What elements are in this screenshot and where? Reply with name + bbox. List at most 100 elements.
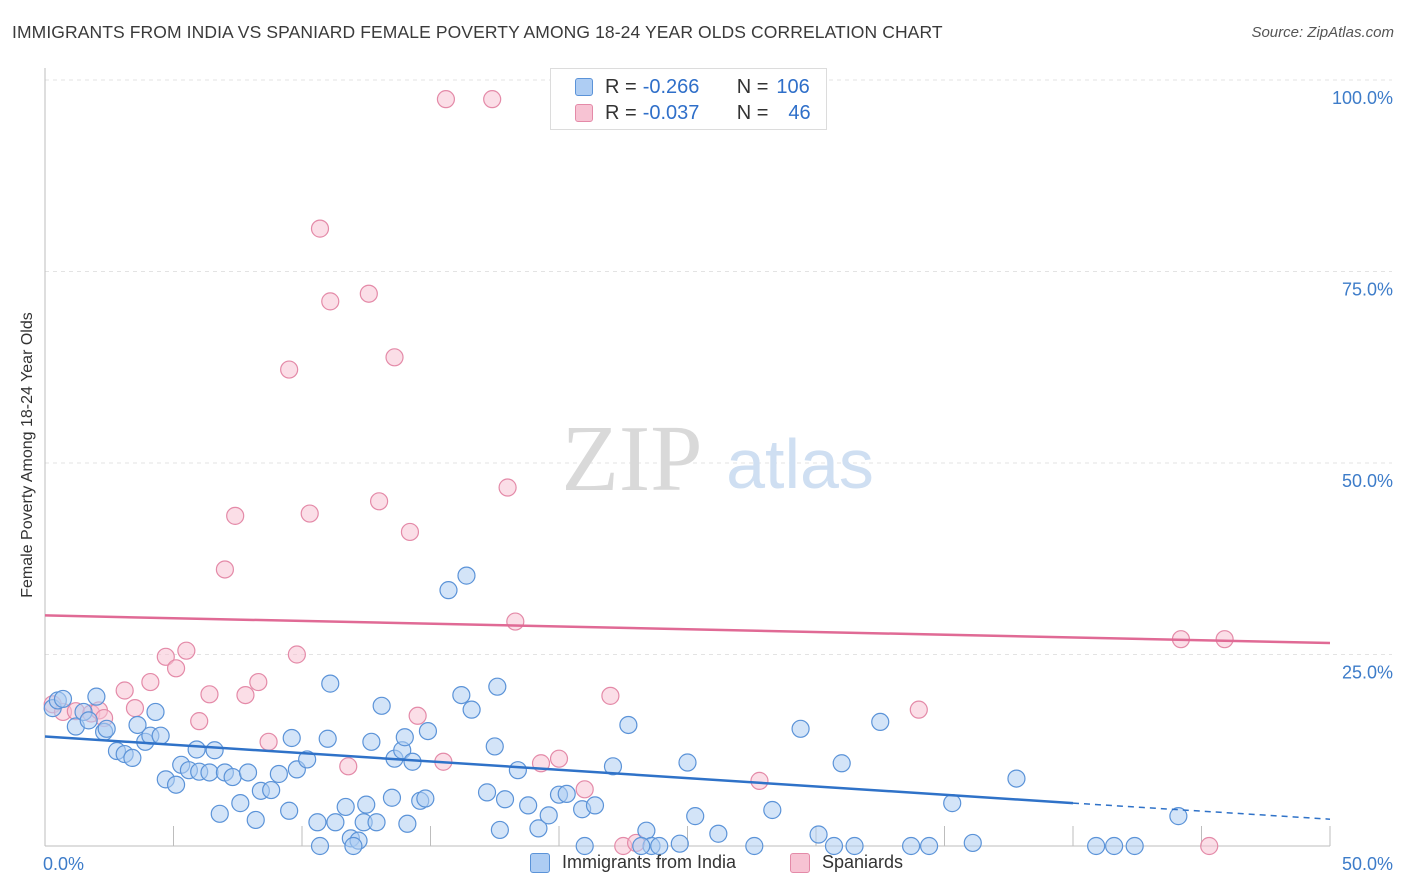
- india-point: [619, 715, 638, 735]
- india-point: [457, 566, 476, 585]
- spaniards-point: [408, 706, 427, 725]
- india-point: [1169, 807, 1188, 826]
- y-axis-label: Female Poverty Among 18-24 Year Olds: [19, 312, 36, 598]
- chart-title: IMMIGRANTS FROM INDIA VS SPANIARD FEMALE…: [12, 22, 943, 42]
- india-point: [519, 796, 538, 815]
- spaniards-point: [601, 686, 620, 705]
- spaniards-point: [300, 504, 319, 523]
- legend-n-label: N =: [736, 101, 769, 124]
- india-point: [382, 788, 402, 807]
- india-point: [362, 732, 381, 751]
- spaniards-point: [1200, 836, 1219, 856]
- india-point: [763, 800, 782, 820]
- india-point: [372, 696, 391, 715]
- bottom-legend-label-spaniards: Spaniards: [822, 852, 904, 872]
- india-point: [146, 702, 165, 722]
- spaniards-point: [385, 348, 404, 367]
- india-point: [1007, 769, 1026, 788]
- india-point: [310, 836, 330, 856]
- india-point: [123, 748, 142, 768]
- india-point: [901, 836, 921, 856]
- spaniards-point: [259, 732, 278, 751]
- x-tick-label: 0.0%: [43, 854, 84, 874]
- india-point: [231, 794, 250, 813]
- india-point: [418, 721, 438, 741]
- watermark: ZIP atlas: [562, 407, 874, 511]
- bottom-legend-swatch-india: [530, 852, 550, 873]
- india-point: [238, 763, 258, 782]
- india-point: [87, 687, 106, 706]
- india-point: [585, 796, 605, 815]
- india-point: [321, 674, 340, 693]
- india-point: [1087, 836, 1106, 856]
- watermark-atlas: atlas: [726, 425, 874, 503]
- legend-row-spaniards: R = -0.037 N = 46: [575, 100, 811, 126]
- series-india: [43, 566, 1188, 856]
- india-point: [53, 689, 73, 709]
- spaniards-point: [549, 749, 569, 768]
- india-point: [709, 824, 728, 843]
- india-point: [678, 753, 697, 772]
- spaniards-point: [125, 699, 145, 718]
- india-point: [963, 833, 982, 853]
- gridlines: [45, 79, 1392, 655]
- spaniards-point: [370, 492, 389, 511]
- india-point: [439, 581, 458, 600]
- india-point: [452, 685, 471, 705]
- spaniards-point: [1215, 630, 1234, 649]
- india-point: [943, 794, 962, 813]
- india-point: [344, 836, 363, 856]
- india-point: [166, 775, 186, 794]
- india-point: [824, 836, 844, 856]
- spaniards-point: [750, 771, 769, 790]
- bottom-legend-label-india: Immigrants from India: [562, 852, 737, 872]
- source-credit: Source: ZipAtlas.com: [1251, 24, 1394, 41]
- trend-line-india-extension: [1072, 802, 1331, 820]
- india-point: [1105, 836, 1124, 856]
- india-point: [495, 790, 515, 809]
- y-tick-label: 50.0%: [1342, 471, 1393, 491]
- india-point: [485, 737, 504, 756]
- india-point: [187, 740, 206, 759]
- india-point: [603, 757, 623, 776]
- spaniards-point: [215, 560, 234, 579]
- india-point: [282, 728, 301, 748]
- y-tick-label: 100.0%: [1332, 88, 1393, 108]
- india-point: [200, 763, 219, 782]
- india-point: [529, 819, 548, 838]
- spaniards-point: [310, 219, 330, 238]
- india-point: [298, 750, 317, 769]
- india-point: [336, 797, 355, 817]
- spaniards-point: [156, 647, 175, 666]
- india-point: [809, 825, 828, 844]
- legend-r-value: -0.266: [642, 75, 700, 98]
- india-point: [637, 821, 656, 840]
- legend-r-label: R =: [605, 101, 637, 124]
- india-point: [128, 715, 147, 735]
- india-point: [745, 836, 764, 856]
- legend-n-label: N =: [736, 75, 769, 98]
- spaniards-point: [115, 681, 134, 700]
- spaniards-point: [236, 685, 255, 705]
- india-point: [79, 711, 98, 730]
- india-point: [308, 813, 327, 832]
- spaniards-point: [909, 700, 928, 719]
- legend-r-label: R =: [605, 75, 637, 98]
- india-point: [1125, 836, 1144, 856]
- bottom-legend-india: Immigrants from India: [530, 852, 736, 873]
- legend-swatch-india: [575, 78, 593, 96]
- india-point: [246, 810, 265, 830]
- india-point: [357, 795, 376, 814]
- spaniards-point: [226, 506, 245, 525]
- spaniards-point: [339, 757, 358, 776]
- india-point: [269, 764, 288, 784]
- india-point: [490, 820, 509, 840]
- spaniards-point: [287, 645, 306, 664]
- india-point: [223, 767, 242, 787]
- spaniards-point: [166, 659, 186, 678]
- spaniards-point: [400, 522, 420, 542]
- legend-row-india: R = -0.266 N = 106: [575, 74, 810, 100]
- india-point: [367, 813, 386, 832]
- india-point: [280, 801, 299, 820]
